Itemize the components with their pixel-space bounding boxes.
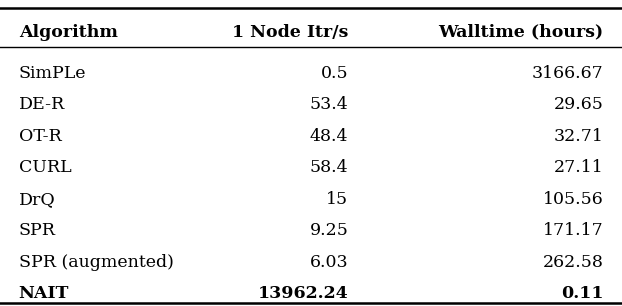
- Text: 0.5: 0.5: [321, 65, 348, 82]
- Text: DrQ: DrQ: [19, 191, 55, 208]
- Text: 262.58: 262.58: [542, 254, 603, 271]
- Text: CURL: CURL: [19, 159, 72, 176]
- Text: SPR: SPR: [19, 222, 55, 239]
- Text: SPR (augmented): SPR (augmented): [19, 254, 174, 271]
- Text: 3166.67: 3166.67: [532, 65, 603, 82]
- Text: DE-R: DE-R: [19, 96, 65, 114]
- Text: 105.56: 105.56: [542, 191, 603, 208]
- Text: 32.71: 32.71: [554, 128, 603, 145]
- Text: 58.4: 58.4: [310, 159, 348, 176]
- Text: 0.11: 0.11: [561, 285, 603, 302]
- Text: 9.25: 9.25: [310, 222, 348, 239]
- Text: 15: 15: [326, 191, 348, 208]
- Text: 6.03: 6.03: [310, 254, 348, 271]
- Text: SimPLe: SimPLe: [19, 65, 86, 82]
- Text: 1 Node Itr/s: 1 Node Itr/s: [232, 24, 348, 41]
- Text: Walltime (hours): Walltime (hours): [439, 24, 603, 41]
- Text: 48.4: 48.4: [310, 128, 348, 145]
- Text: OT-R: OT-R: [19, 128, 62, 145]
- Text: 53.4: 53.4: [310, 96, 348, 114]
- Text: NAIT: NAIT: [19, 285, 69, 302]
- Text: Algorithm: Algorithm: [19, 24, 118, 41]
- Text: 13962.24: 13962.24: [258, 285, 348, 302]
- Text: 29.65: 29.65: [554, 96, 603, 114]
- Text: 171.17: 171.17: [542, 222, 603, 239]
- Text: 27.11: 27.11: [554, 159, 603, 176]
